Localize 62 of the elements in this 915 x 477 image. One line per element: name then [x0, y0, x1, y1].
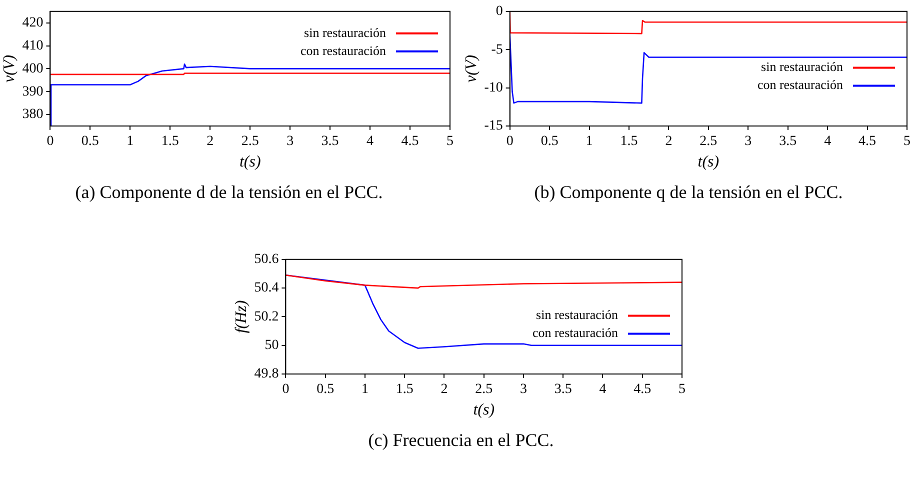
- y-tick-label: 49.8: [254, 366, 279, 382]
- y-tick-label: 380: [22, 107, 44, 122]
- text: (a) Componente d de la tensión en el PCC.: [74, 182, 384, 203]
- x-tick-label: 3.5: [321, 134, 339, 150]
- x-tick-label: 3: [520, 382, 527, 398]
- x-tick-label: 5: [678, 382, 686, 398]
- text: (b) Componente q de la tensión en el PCC.: [533, 182, 844, 203]
- x-tick-label: 1: [361, 382, 368, 398]
- legend-label: sin restauración: [304, 24, 386, 40]
- x-tick-label: 1: [586, 134, 593, 150]
- x-axis-title: t(s): [473, 402, 495, 419]
- x-tick-label: 4: [599, 382, 606, 398]
- y-tick-label: 400: [22, 61, 44, 76]
- y-tick-label: 420: [22, 16, 44, 31]
- y-axis-title: v(V): [0, 54, 18, 82]
- x-tick-label: 4.5: [401, 134, 419, 150]
- x-tick-label: 0.5: [540, 134, 558, 150]
- x-tick-label: 3.5: [554, 382, 572, 398]
- x-tick-label: 3: [744, 134, 752, 150]
- legend-label: sin restauración: [536, 307, 618, 322]
- x-tick-label: 1.5: [620, 134, 638, 150]
- x-tick-label: 0: [506, 134, 514, 150]
- legend-label: sin restauración: [761, 59, 844, 74]
- x-tick-label: 0.5: [81, 134, 99, 150]
- legend-label: con restauración: [532, 325, 618, 340]
- legend-label: con restauración: [300, 42, 386, 58]
- x-tick-label: 4: [366, 134, 374, 150]
- y-axis-title: f(Hz): [232, 300, 250, 334]
- y-tick-label: -15: [484, 118, 503, 134]
- y-tick-label: 50.4: [254, 280, 279, 296]
- y-tick-label: 410: [22, 38, 44, 54]
- y-axis-title: v(V): [462, 54, 480, 82]
- y-tick-label: 50.2: [254, 309, 279, 324]
- y-tick-label: 50: [264, 338, 279, 354]
- y-tick-label: 50.6: [254, 252, 279, 268]
- x-tick-label: 5: [446, 134, 454, 150]
- x-tick-label: 1.5: [396, 382, 414, 398]
- x-tick-label: 4.5: [634, 382, 652, 398]
- x-axis-title: t(s): [698, 154, 720, 171]
- x-tick-label: 0.5: [316, 382, 334, 398]
- x-tick-label: 0: [282, 382, 290, 398]
- x-tick-label: 3: [286, 134, 294, 150]
- x-tick-label: 1.5: [161, 134, 179, 150]
- x-tick-label: 2.5: [241, 134, 259, 150]
- legend-label: con restauración: [757, 77, 844, 92]
- x-tick-label: 2.5: [475, 382, 493, 398]
- x-tick-label: 2.5: [700, 134, 718, 150]
- x-tick-label: 3.5: [779, 134, 797, 150]
- x-tick-label: 2: [665, 134, 672, 150]
- x-tick-label: 0: [46, 134, 54, 150]
- x-tick-label: 4.5: [858, 134, 876, 150]
- x-tick-label: 5: [904, 134, 910, 150]
- y-tick-label: 390: [22, 84, 44, 100]
- x-tick-label: 2: [440, 382, 448, 398]
- y-tick-label: -10: [484, 80, 503, 96]
- x-tick-label: 4: [824, 134, 832, 150]
- x-tick-label: 1: [126, 134, 134, 150]
- y-tick-label: 0: [496, 4, 503, 20]
- text: (c) Frecuencia en el PCC.: [367, 430, 555, 451]
- x-tick-label: 2: [206, 134, 214, 150]
- x-axis-title: t(s): [239, 154, 261, 171]
- y-tick-label: -5: [491, 42, 503, 58]
